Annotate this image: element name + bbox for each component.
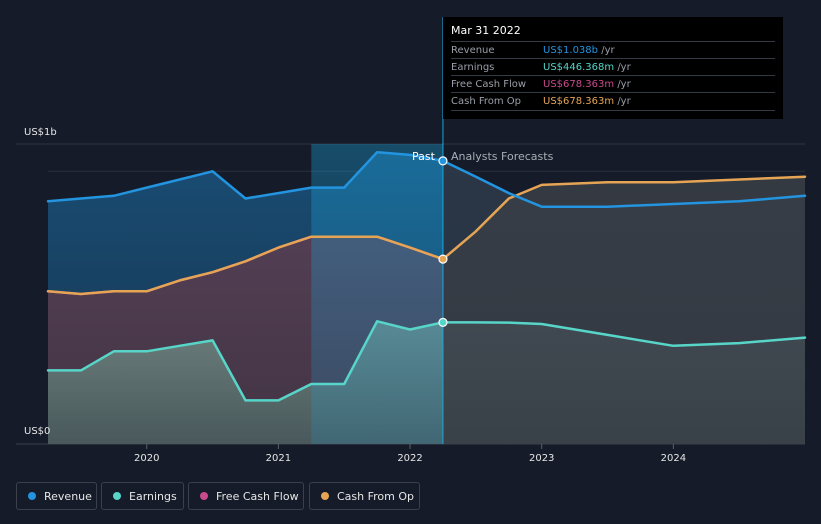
- highlight-points: [438, 156, 448, 327]
- revenue-line: [46, 150, 807, 208]
- earnings-line: [46, 320, 807, 402]
- tooltip-value: US$678.363m /yr: [543, 96, 631, 107]
- legend-dot-icon: [28, 492, 36, 500]
- past-label: Past: [412, 150, 436, 163]
- x-tick-label: 2021: [266, 453, 291, 464]
- tooltip-row-cash-from-op: Cash From Op US$678.363m /yr: [451, 92, 775, 111]
- tooltip-label: Free Cash Flow: [451, 79, 527, 90]
- cash-from-op-line: [46, 175, 807, 296]
- legend-dot-icon: [321, 492, 329, 500]
- legend-dot-icon: [200, 492, 208, 500]
- past-period-highlight: [311, 144, 443, 444]
- tooltip-date: Mar 31 2022: [451, 24, 521, 37]
- tooltip-label: Earnings: [451, 62, 495, 73]
- legend-free-cash-flow[interactable]: Free Cash Flow: [188, 482, 304, 510]
- x-axis-ticks: 2020 2021 2022 2023 2024: [134, 444, 686, 464]
- earnings-highlight-point: [438, 317, 448, 327]
- tooltip-value: US$1.038b /yr: [543, 45, 615, 56]
- revenue-highlight-point: [438, 156, 448, 166]
- x-tick-label: 2023: [529, 453, 554, 464]
- tooltip-value: US$678.363m /yr: [543, 79, 631, 90]
- tooltip-row-revenue: Revenue US$1.038b /yr: [451, 41, 775, 59]
- tooltip-value: US$446.368m /yr: [543, 62, 631, 73]
- tooltip-row-earnings: Earnings US$446.368m /yr: [451, 58, 775, 76]
- tooltip-label: Cash From Op: [451, 96, 522, 107]
- legend-cash-from-op[interactable]: Cash From Op: [309, 482, 420, 510]
- tooltip-row-free-cash-flow: Free Cash Flow US$678.363m /yr: [451, 75, 775, 93]
- forecast-label: Analysts Forecasts: [451, 150, 554, 163]
- earnings-area-forecast: [443, 322, 805, 444]
- x-tick-label: 2024: [661, 453, 686, 464]
- legend-dot-icon: [113, 492, 121, 500]
- y-axis-top-label: US$1b: [24, 127, 57, 138]
- tooltip-label: Revenue: [451, 45, 495, 56]
- tooltip: Mar 31 2022 Revenue US$1.038b /yr Earnin…: [443, 17, 783, 119]
- cash-from-op-highlight-point: [438, 254, 448, 264]
- legend-revenue[interactable]: Revenue: [16, 482, 97, 510]
- y-axis-bottom-label: US$0: [24, 426, 51, 437]
- legend-earnings[interactable]: Earnings: [101, 482, 184, 510]
- x-tick-label: 2020: [134, 453, 159, 464]
- x-tick-label: 2022: [397, 453, 422, 464]
- series-lines: [46, 150, 807, 402]
